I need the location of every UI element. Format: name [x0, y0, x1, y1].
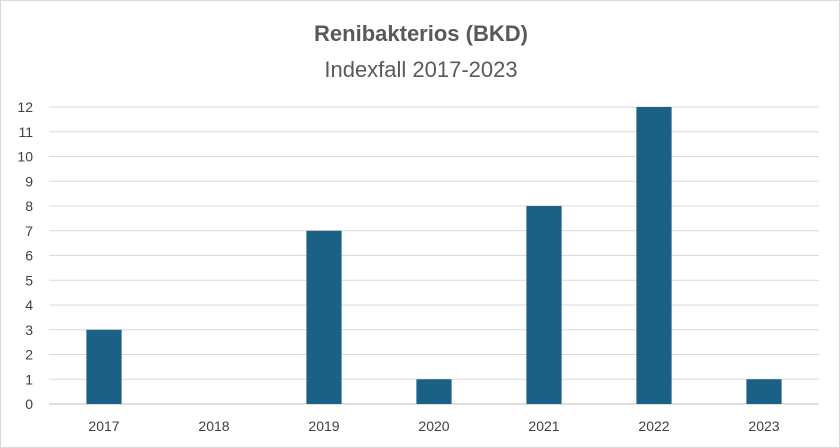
x-tick-label: 2021 — [528, 418, 559, 434]
y-tick-label: 9 — [25, 173, 33, 189]
y-tick-label: 3 — [25, 322, 33, 338]
bars — [86, 107, 782, 404]
chart-title: Renibakterios (BKD) — [314, 21, 528, 46]
bar-2021 — [526, 206, 562, 404]
bar-2019 — [306, 230, 342, 404]
x-tick-label: 2020 — [418, 418, 449, 434]
y-tick-label: 7 — [25, 223, 33, 239]
x-tick-label: 2017 — [88, 418, 119, 434]
bar-2023 — [746, 379, 782, 404]
bar-2020 — [416, 379, 452, 404]
y-tick-label: 5 — [25, 272, 33, 288]
y-tick-label: 12 — [17, 99, 33, 115]
y-tick-label: 8 — [25, 198, 33, 214]
y-tick-label: 1 — [25, 371, 33, 387]
x-tick-label: 2023 — [748, 418, 779, 434]
gridlines — [49, 106, 819, 405]
bar-2017 — [86, 329, 122, 404]
y-tick-label: 10 — [17, 149, 33, 165]
x-axis-ticks: 2017 2018 2019 2020 2021 2022 2023 — [88, 418, 779, 434]
y-tick-label: 4 — [25, 297, 33, 313]
y-tick-label: 2 — [25, 347, 33, 363]
y-tick-label: 6 — [25, 248, 33, 264]
x-tick-label: 2019 — [308, 418, 339, 434]
bar-2022 — [636, 107, 672, 404]
y-tick-label: 11 — [18, 124, 33, 140]
x-tick-label: 2022 — [638, 418, 669, 434]
y-tick-label: 0 — [25, 396, 33, 412]
chart-subtitle: Indexfall 2017-2023 — [324, 57, 517, 82]
x-tick-label: 2018 — [198, 418, 229, 434]
